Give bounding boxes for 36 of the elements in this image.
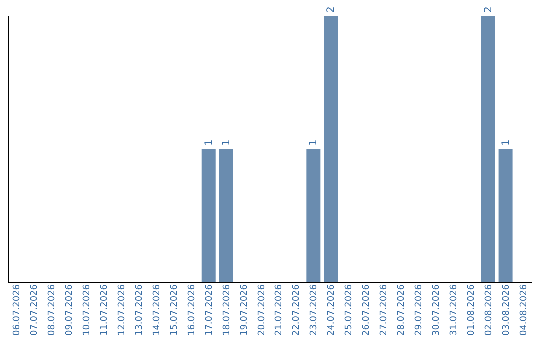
- x-tick-label: 02.08.2026: [484, 284, 494, 336]
- data-label: 2: [483, 6, 494, 13]
- x-tick-label: 01.08.2026: [466, 284, 477, 336]
- x-tick-label: 11.07.2026: [100, 284, 110, 336]
- x-tick-label: 15.07.2026: [170, 284, 180, 336]
- x-tick-label: 17.07.2026: [204, 284, 215, 336]
- x-tick-label: 20.07.2026: [257, 284, 268, 336]
- x-tick-label: 10.07.2026: [82, 284, 93, 336]
- x-tick-label: 18.07.2026: [222, 284, 232, 336]
- x-tick-label: 22.07.2026: [292, 284, 302, 336]
- data-label: 1: [221, 140, 232, 146]
- x-tick-label: 13.07.2026: [135, 284, 145, 336]
- data-label: 2: [326, 6, 338, 13]
- data-label: 1: [500, 140, 512, 146]
- x-tick-label: 28.07.2026: [397, 284, 407, 336]
- x-tick-label: 12.07.2026: [118, 284, 128, 336]
- x-tick-label: 26.07.2026: [362, 284, 372, 336]
- data-label: 1: [204, 140, 215, 146]
- x-tick-label: 31.07.2026: [449, 284, 460, 336]
- x-tick-label: 23.07.2026: [310, 284, 320, 336]
- x-tick-label: 06.07.2026: [12, 284, 23, 336]
- x-tick-label: 24.07.2026: [327, 284, 338, 336]
- x-tick-label: 25.07.2026: [344, 284, 355, 336]
- x-tick-label: 07.07.2026: [30, 284, 40, 336]
- x-tick-label: 30.07.2026: [432, 284, 442, 336]
- x-tick-label: 14.07.2026: [152, 284, 162, 336]
- x-tick-label: 03.08.2026: [502, 284, 512, 336]
- x-tick-label: 21.07.2026: [274, 284, 285, 336]
- x-tick-label: 09.07.2026: [65, 284, 76, 336]
- data-label: 1: [308, 140, 320, 146]
- x-tick-label: 16.07.2026: [187, 284, 198, 336]
- x-tick-label: 08.07.2026: [48, 284, 58, 336]
- x-tick-label: 04.08.2026: [519, 284, 530, 336]
- x-tick-label: 27.07.2026: [380, 284, 390, 336]
- x-tick-label: 19.07.2026: [240, 284, 250, 336]
- x-tick-label: 29.07.2026: [414, 284, 424, 336]
